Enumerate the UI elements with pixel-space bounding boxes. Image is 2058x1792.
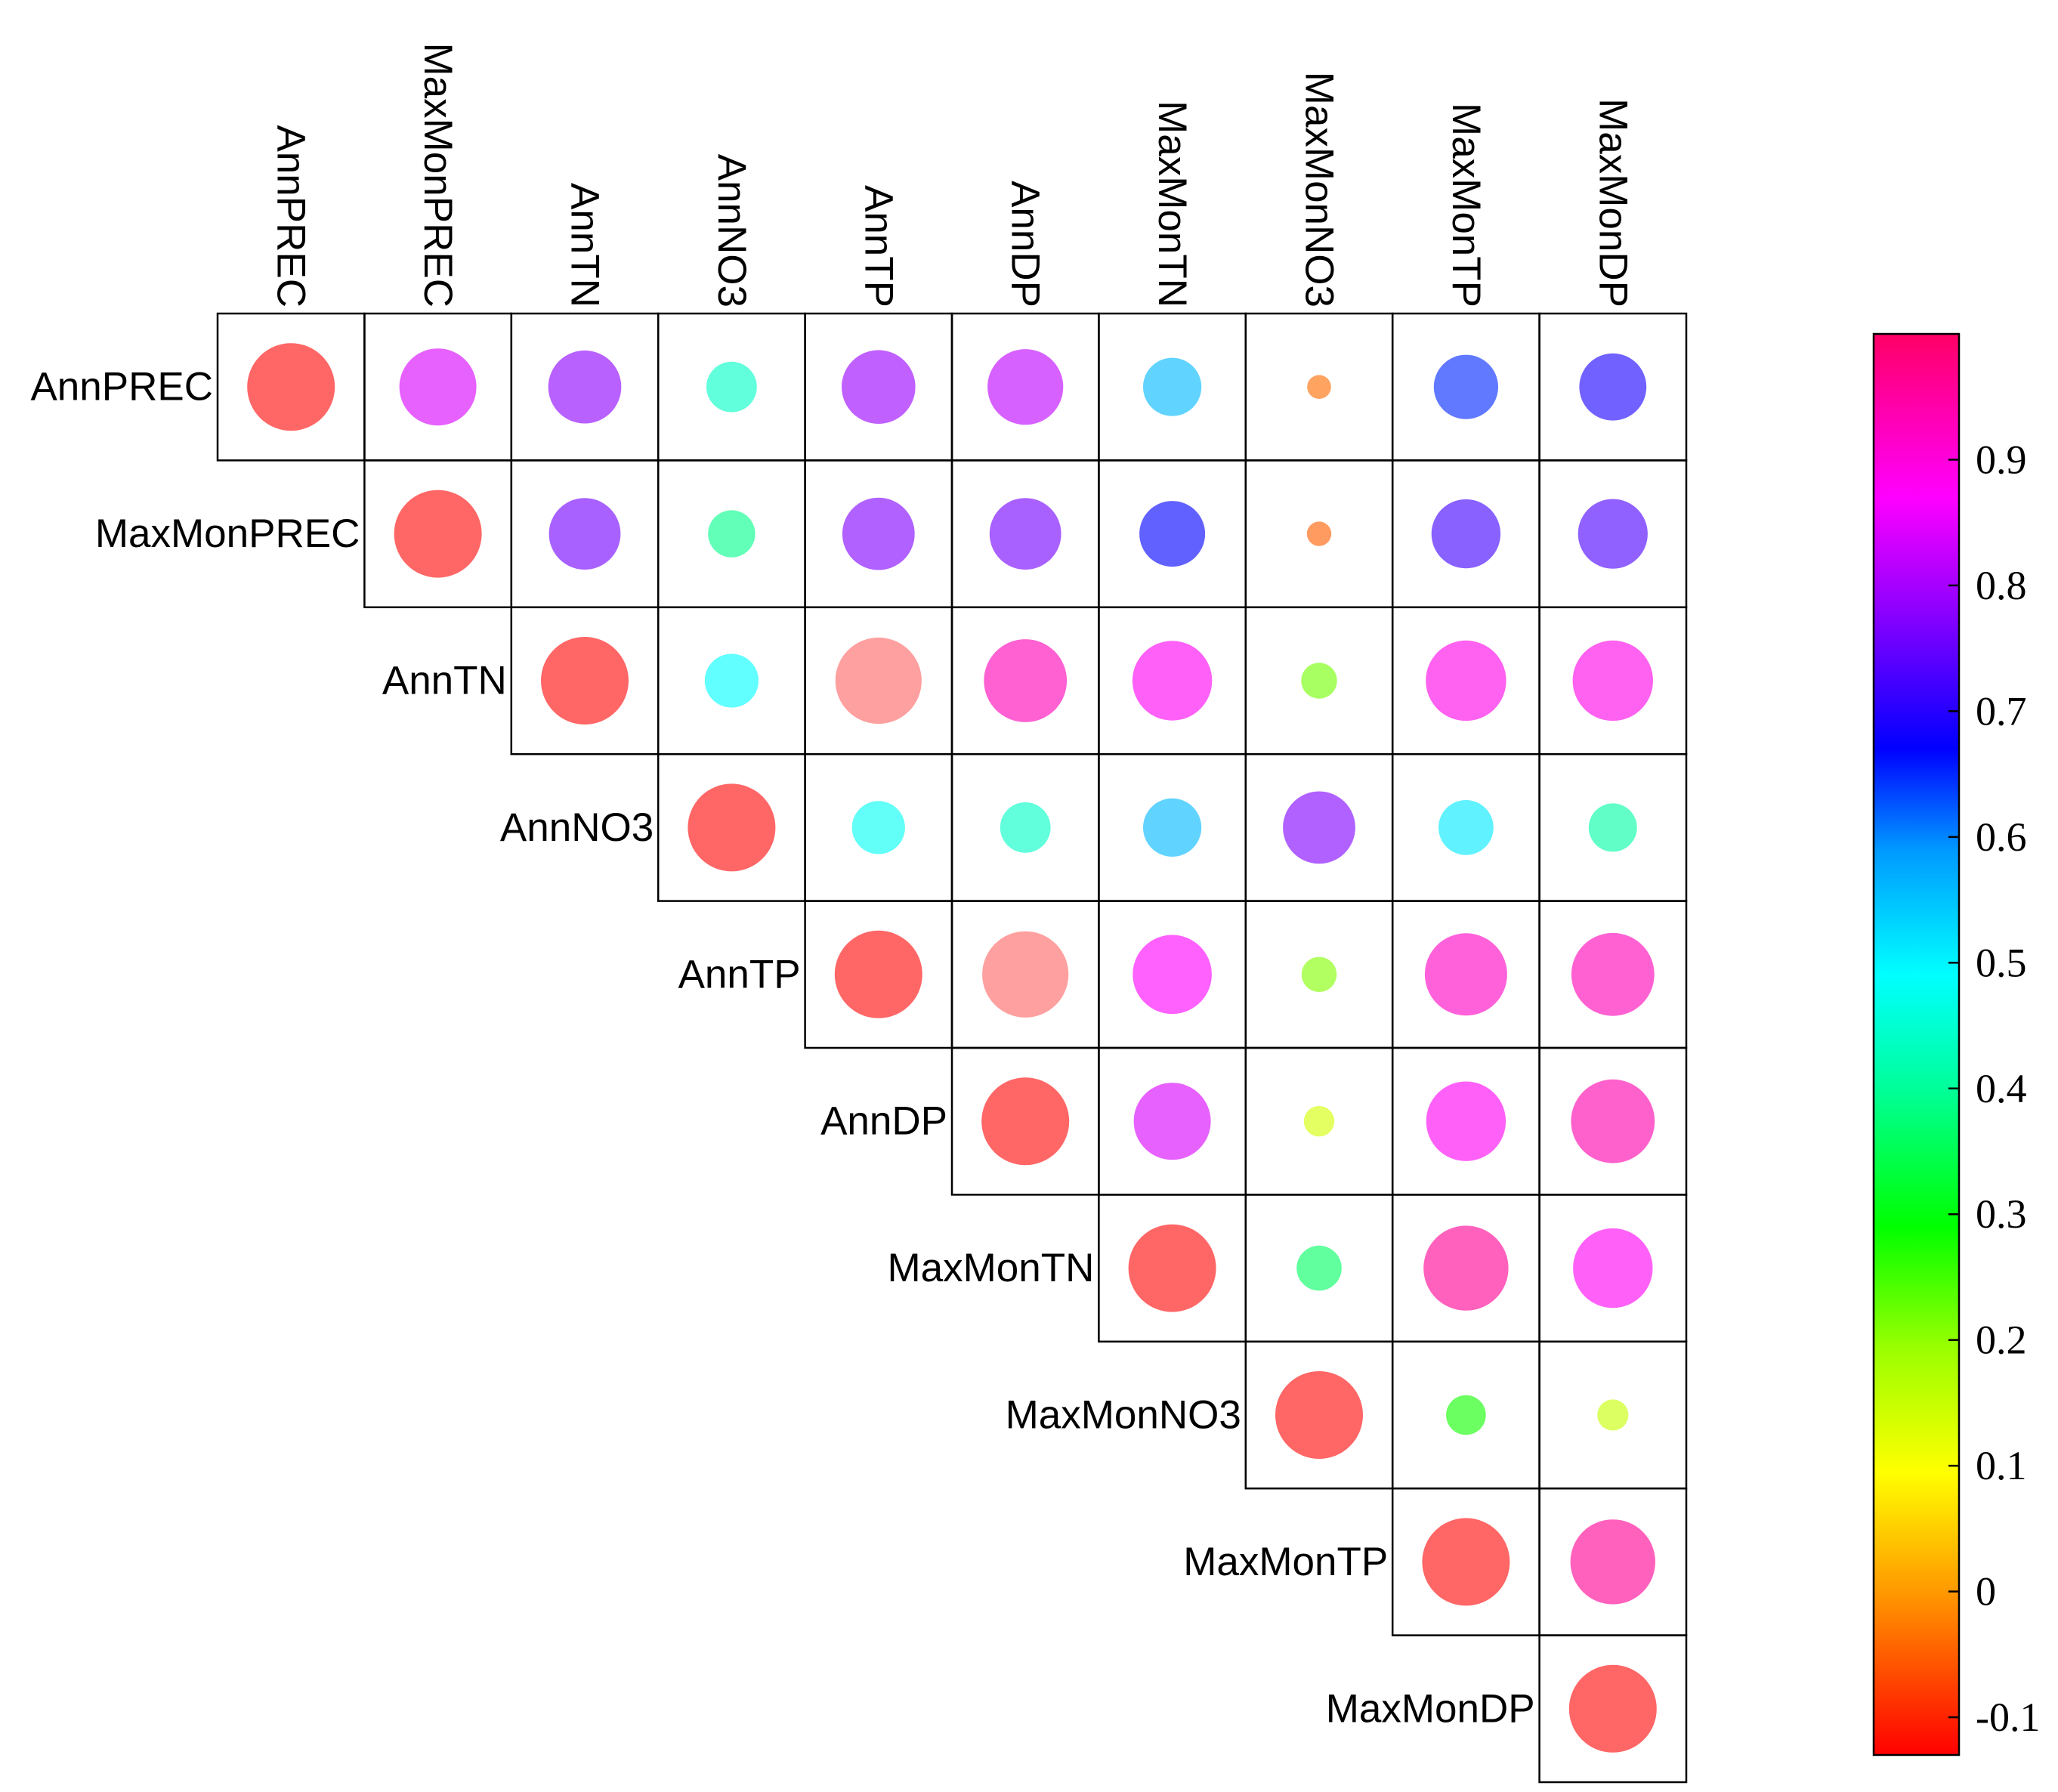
- row-label-max-mon-prec: MaxMonPREC: [95, 511, 360, 556]
- correlation-circle: 0.93: [984, 639, 1068, 722]
- correlation-circle: 0.77: [1283, 791, 1355, 864]
- colorbar-tick-label: 0.8: [1976, 563, 2027, 608]
- column-label-ann-tn: AnnTN: [563, 183, 607, 307]
- correlation-circle: 0.76: [989, 498, 1061, 570]
- correlation-circle: 0.98: [835, 637, 922, 725]
- correlation-circle: 0.84: [1133, 1083, 1211, 1160]
- correlation-circle: 0.56: [1143, 357, 1202, 416]
- correlation-circle: 1: [394, 490, 482, 578]
- correlation-circle: 0.48: [851, 801, 905, 854]
- correlation-circle: 0.79: [842, 350, 916, 424]
- row-label-ann-prec: AnnPREC: [30, 365, 213, 409]
- colorbar-tick-label: 0.5: [1976, 940, 2027, 985]
- column-label-max-mon-no3: MaxMonNO3: [1297, 72, 1342, 307]
- colorbar-frame: [1872, 332, 1961, 1756]
- column-label-max-mon-dp: MaxMonDP: [1590, 98, 1635, 307]
- correlation-circle: 0.14: [1303, 1106, 1335, 1137]
- correlation-circle: 0.89: [1572, 640, 1653, 721]
- colorbar-tick-label: 0.3: [1976, 1191, 2027, 1237]
- correlation-circle: 0.36: [1296, 1245, 1342, 1291]
- correlation-circle: 0.49: [704, 653, 759, 708]
- correlation-circle: -0.04: [1307, 375, 1331, 399]
- correlation-circle: 0.98: [982, 931, 1069, 1018]
- correlation-circle: 0.69: [1579, 353, 1647, 421]
- colorbar-tick-label: -0.1: [1976, 1695, 2040, 1740]
- column-label-ann-dp: AnnDP: [1003, 181, 1048, 307]
- correlation-circle: 0.88: [1426, 1081, 1506, 1161]
- correlation-grid: 10.840.780.440.790.820.56-0.040.650.6910…: [216, 312, 1688, 1784]
- column-label-ann-tp: AnnTP: [856, 185, 901, 307]
- colorbar-gradient: [1874, 334, 1959, 1755]
- row-label-ann-tn: AnnTN: [382, 659, 507, 703]
- colorbar-tick-label: 0.9: [1976, 437, 2027, 482]
- correlation-circle: 0.76: [548, 498, 621, 570]
- correlation-circle: 0.82: [987, 349, 1064, 425]
- correlation-circle: 0.77: [842, 497, 915, 570]
- row-label-ann-no3: AnnNO3: [500, 805, 654, 850]
- correlation-circle: 0.22: [1301, 663, 1337, 699]
- colorbar-tick-label: 0.2: [1976, 1318, 2027, 1363]
- correlation-circle: 0.73: [1577, 499, 1648, 569]
- matrix-cell: [1538, 1634, 1688, 1784]
- correlation-circle: 1: [1275, 1371, 1363, 1459]
- row-label-max-mon-tn: MaxMonTN: [888, 1246, 1095, 1290]
- correlation-circle: 0.51: [1438, 800, 1494, 855]
- column-label-ann-no3: AnnNO3: [709, 154, 754, 307]
- correlation-circle: 0.89: [1426, 640, 1506, 721]
- correlation-circle: 0.84: [399, 348, 477, 426]
- correlation-circle: 0.41: [1588, 803, 1637, 852]
- correlation-circle: 0.65: [1433, 354, 1498, 419]
- column-label-max-mon-prec: MaxMonPREC: [416, 43, 460, 307]
- correlation-circle: 1: [981, 1077, 1070, 1166]
- correlation-circle: 1: [541, 637, 629, 725]
- row-label-max-mon-tp: MaxMonTP: [1183, 1540, 1388, 1584]
- correlation-circle: 0.39: [708, 510, 756, 558]
- correlation-circle: 1: [1568, 1664, 1657, 1753]
- correlation-circle: 0.88: [1132, 641, 1213, 721]
- correlation-circle: 0.94: [1571, 1079, 1655, 1163]
- correlation-circle: -0.05: [1306, 521, 1332, 546]
- correlation-circle: 0.44: [1000, 802, 1051, 853]
- correlation-circle: 0.78: [548, 350, 622, 424]
- correlation-circle: 0.92: [1424, 933, 1507, 1016]
- column-label-max-mon-tp: MaxMonTP: [1444, 103, 1488, 307]
- correlation-circle: 0.67: [1139, 501, 1206, 567]
- correlation-circle: 0.96: [1570, 1519, 1655, 1605]
- colorbar-tick-label: 0.1: [1976, 1443, 2027, 1488]
- correlation-circle: 1: [1128, 1224, 1216, 1312]
- correlation-circle: 0.56: [1143, 798, 1202, 857]
- colorbar-tick-label: 0.7: [1976, 688, 2027, 734]
- correlation-circle: 0.93: [1571, 932, 1655, 1016]
- correlation-circle: 0.28: [1446, 1395, 1486, 1435]
- row-label-ann-dp: AnnDP: [820, 1099, 947, 1144]
- column-label-ann-prec: AnnPREC: [269, 125, 314, 307]
- column-label-max-mon-tn: MaxMonTN: [1150, 100, 1194, 307]
- correlation-circle: 0.15: [1597, 1399, 1629, 1431]
- row-label-max-mon-no3: MaxMonNO3: [1006, 1393, 1241, 1438]
- correlation-circle: 1: [834, 930, 922, 1018]
- correlation-circle: 0.87: [1133, 935, 1212, 1015]
- correlation-circle: 1: [688, 783, 776, 872]
- row-label-max-mon-dp: MaxMonDP: [1326, 1686, 1535, 1731]
- colorbar-tick-label: 0.6: [1976, 814, 2027, 860]
- correlation-circle: 1: [1422, 1518, 1510, 1606]
- correlation-circle: 0.44: [706, 361, 757, 412]
- colorbar: -0.1 0 0.1 0.2 0.3 0.4 0.5 0.6 0.7 0.8 0.9: [1872, 332, 2040, 1756]
- colorbar-tick-label: 0.4: [1976, 1066, 2027, 1111]
- correlation-circle: 0.21: [1301, 956, 1337, 993]
- variable-labels: AnnPREC AnnPREC MaxMonPREC MaxMonPREC AnnTN A…: [30, 43, 1635, 1732]
- colorbar-tick-label: 0: [1976, 1569, 1996, 1614]
- row-label-ann-tp: AnnTP: [678, 952, 801, 996]
- correlation-circle: 0.72: [1431, 499, 1501, 569]
- correlation-circle: 0.88: [1573, 1228, 1653, 1308]
- correlation-circle: 0.96: [1423, 1225, 1509, 1311]
- correlation-circle: 1: [247, 343, 335, 431]
